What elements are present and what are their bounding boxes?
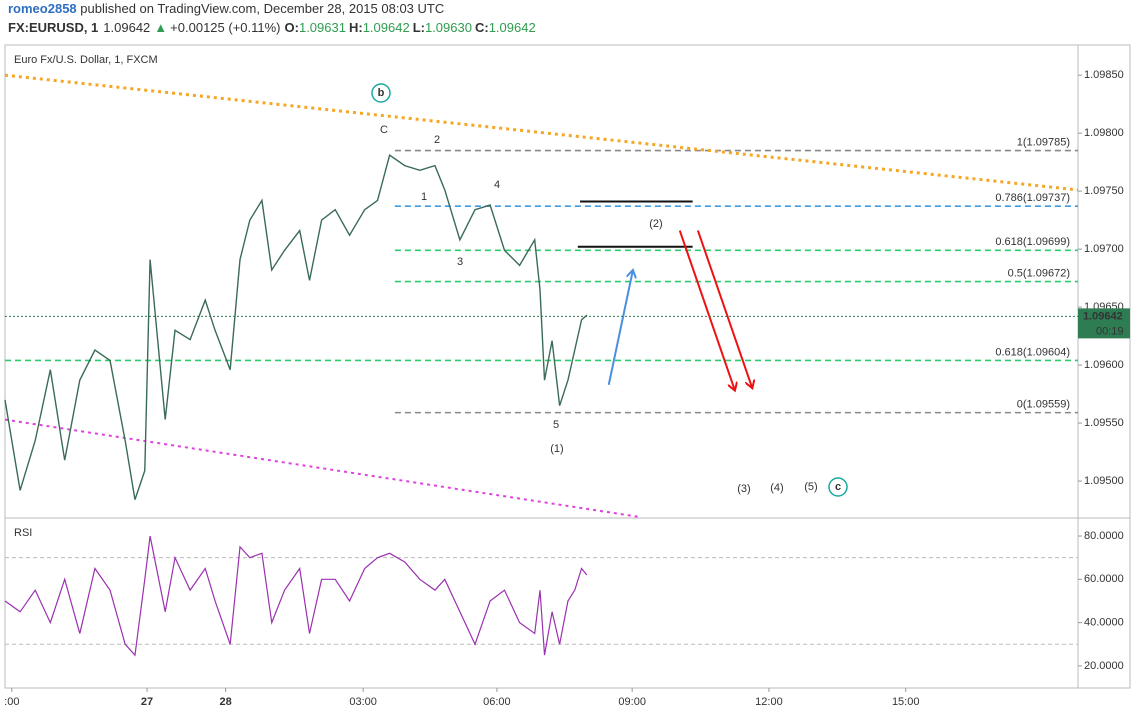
ohlc-label: O:	[285, 20, 299, 35]
wave-label: (1)	[550, 443, 563, 455]
author[interactable]: romeo2858	[8, 1, 77, 16]
y-tick-label: 60.0000	[1084, 573, 1124, 585]
ohlc-value: 1.09642	[489, 20, 536, 35]
symbol: FX:EURUSD, 1	[8, 20, 98, 35]
chart-title: Euro Fx/U.S. Dollar, 1, FXCM	[14, 54, 158, 66]
x-tick-label: 09:00	[618, 696, 646, 708]
wave-label: (5)	[804, 481, 817, 493]
ohlc-value: 1.09630	[425, 20, 472, 35]
wave-label: C	[380, 124, 388, 136]
x-tick-label: 03:00	[349, 696, 377, 708]
y-tick-label: 80.0000	[1084, 530, 1124, 542]
rsi-line	[4, 535, 588, 657]
drawing	[4, 73, 1079, 192]
wave-label: (3)	[737, 483, 750, 495]
y-tick-label: 1.09550	[1084, 417, 1124, 429]
y-tick-label: 40.0000	[1084, 617, 1124, 629]
drawing	[4, 418, 640, 518]
price: 1.09642	[103, 20, 150, 35]
rsi-title: RSI	[14, 527, 32, 539]
wave-label: 4	[494, 179, 500, 191]
fib-label: 0.618(1.09604)	[995, 346, 1070, 358]
ohlc-value: 1.09642	[363, 20, 410, 35]
price-tag-label: 1.09642	[1083, 310, 1123, 322]
ohlc-label: L:	[413, 20, 425, 35]
y-tick-label: 1.09800	[1084, 127, 1124, 139]
frame	[4, 44, 1131, 689]
fib-label: 0(1.09559)	[1017, 399, 1070, 411]
countdown: 00:19	[1096, 325, 1124, 337]
header-line-2: FX:EURUSD, 1 1.09642 ▲ +0.00125 (+0.11%) O:1…	[8, 20, 536, 35]
price-line	[4, 154, 588, 500]
change: +0.00125 (+0.11%)	[170, 20, 280, 35]
wave-label: 2	[434, 134, 440, 146]
x-tick-label: 06:00	[483, 696, 511, 708]
x-tick-label: 12:00	[755, 696, 783, 708]
drawing	[607, 270, 633, 385]
y-tick-label: 1.09750	[1084, 185, 1124, 197]
header-line-1: romeo2858 published on TradingView.com, …	[8, 1, 444, 16]
y-tick-label: 1.09850	[1084, 69, 1124, 81]
price-tag	[1078, 308, 1130, 339]
wave-label: b	[378, 87, 385, 99]
fib-label: 0.786(1.09737)	[995, 192, 1070, 204]
published: published on TradingView.com, December 2…	[77, 1, 445, 16]
x-tick-label: :00	[4, 696, 19, 708]
x-tick-label: 28	[220, 696, 232, 708]
wave-label: 1	[421, 191, 427, 203]
fib-label: 1(1.09785)	[1017, 136, 1070, 148]
wave-label: (2)	[649, 218, 662, 230]
y-tick-label: 20.0000	[1084, 660, 1124, 672]
arrow: ▲	[154, 20, 167, 35]
drawing	[678, 230, 735, 391]
y-tick-label: 1.09500	[1084, 475, 1124, 487]
x-tick-label: 27	[141, 696, 153, 708]
fib-label: 0.618(1.09699)	[995, 236, 1070, 248]
fib-label: 0.5(1.09672)	[1008, 267, 1070, 279]
ohlc-label: C:	[475, 20, 489, 35]
ohlc-label: H:	[349, 20, 363, 35]
y-tick-label: 1.09700	[1084, 243, 1124, 255]
wave-label: 5	[553, 419, 559, 431]
drawing	[696, 230, 752, 389]
wave-circle	[371, 83, 391, 103]
y-tick-label: 1.09600	[1084, 359, 1124, 371]
wave-circle	[828, 477, 848, 497]
wave-label: c	[835, 481, 841, 493]
wave-label: (4)	[770, 482, 783, 494]
ohlc-value: 1.09631	[299, 20, 346, 35]
wave-label: 3	[457, 256, 463, 268]
x-tick-label: 15:00	[892, 696, 920, 708]
